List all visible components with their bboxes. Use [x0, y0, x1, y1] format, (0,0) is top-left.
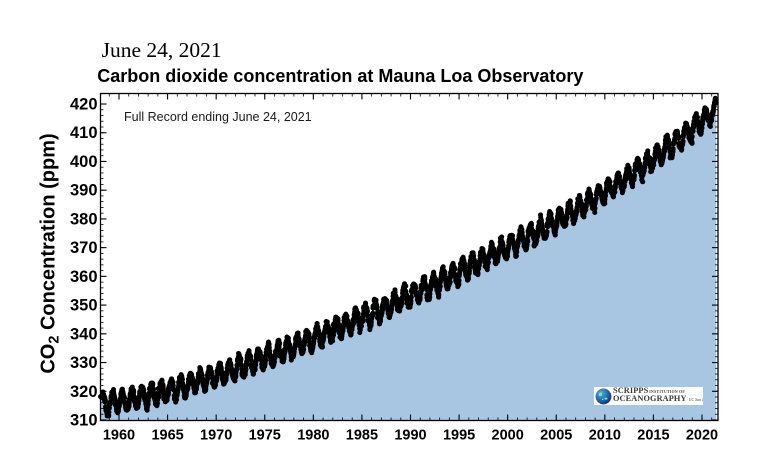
svg-text:370: 370 — [70, 239, 98, 257]
svg-text:1990: 1990 — [394, 428, 426, 444]
svg-text:1980: 1980 — [297, 428, 329, 444]
svg-text:2015: 2015 — [637, 428, 669, 444]
svg-text:340: 340 — [70, 325, 98, 343]
svg-text:2020: 2020 — [686, 428, 718, 444]
svg-text:1985: 1985 — [346, 428, 378, 444]
svg-text:1965: 1965 — [151, 428, 183, 444]
svg-text:310: 310 — [70, 412, 98, 430]
svg-text:1975: 1975 — [249, 428, 281, 444]
svg-text:1960: 1960 — [103, 428, 135, 444]
svg-text:360: 360 — [70, 268, 98, 286]
svg-text:410: 410 — [70, 124, 98, 142]
svg-text:400: 400 — [70, 153, 98, 171]
svg-text:320: 320 — [70, 383, 98, 401]
svg-text:380: 380 — [70, 210, 98, 228]
svg-text:2005: 2005 — [540, 428, 572, 444]
svg-text:2000: 2000 — [492, 428, 524, 444]
svg-text:330: 330 — [70, 354, 98, 372]
svg-text:390: 390 — [70, 182, 98, 200]
svg-text:2010: 2010 — [589, 428, 621, 444]
svg-text:350: 350 — [70, 297, 98, 315]
svg-text:1970: 1970 — [200, 428, 232, 444]
svg-text:420: 420 — [70, 96, 98, 114]
svg-text:1995: 1995 — [443, 428, 475, 444]
